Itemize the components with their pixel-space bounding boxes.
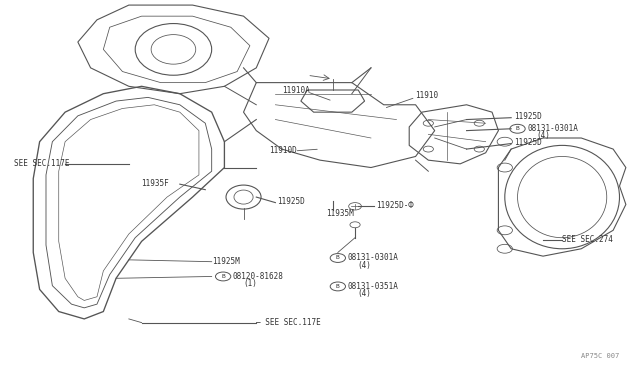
Circle shape <box>349 203 362 210</box>
Text: 11925M: 11925M <box>212 257 239 266</box>
Text: (4): (4) <box>537 131 550 140</box>
Text: 11935M: 11935M <box>326 209 354 218</box>
Text: B: B <box>336 284 340 289</box>
Text: 11925D: 11925D <box>515 138 542 147</box>
Text: SEE SEC.274: SEE SEC.274 <box>562 235 613 244</box>
Text: 08131-0301A: 08131-0301A <box>348 253 398 263</box>
Text: Φ: Φ <box>408 201 414 211</box>
Text: 11910D: 11910D <box>269 146 297 155</box>
Text: 11910A: 11910A <box>282 86 310 95</box>
Text: B: B <box>516 126 520 131</box>
Text: 08131-0301A: 08131-0301A <box>527 124 578 133</box>
Text: (4): (4) <box>357 261 371 270</box>
Text: SEE SEC.117E: SEE SEC.117E <box>14 159 70 169</box>
Text: 11925D-: 11925D- <box>376 201 408 211</box>
Text: AP75C 007: AP75C 007 <box>581 353 620 359</box>
Text: — SEE SEC.117E: — SEE SEC.117E <box>256 318 321 327</box>
Text: 11910: 11910 <box>415 91 438 100</box>
Text: (1): (1) <box>244 279 257 288</box>
Text: B: B <box>336 256 340 260</box>
Text: 11935F: 11935F <box>141 179 170 188</box>
Text: B: B <box>221 274 225 279</box>
Text: 08131-0351A: 08131-0351A <box>348 282 398 291</box>
Text: 11925D: 11925D <box>276 198 305 206</box>
Text: (4): (4) <box>357 289 371 298</box>
Text: 11925D: 11925D <box>515 112 542 121</box>
Text: 08120-81628: 08120-81628 <box>233 272 284 281</box>
